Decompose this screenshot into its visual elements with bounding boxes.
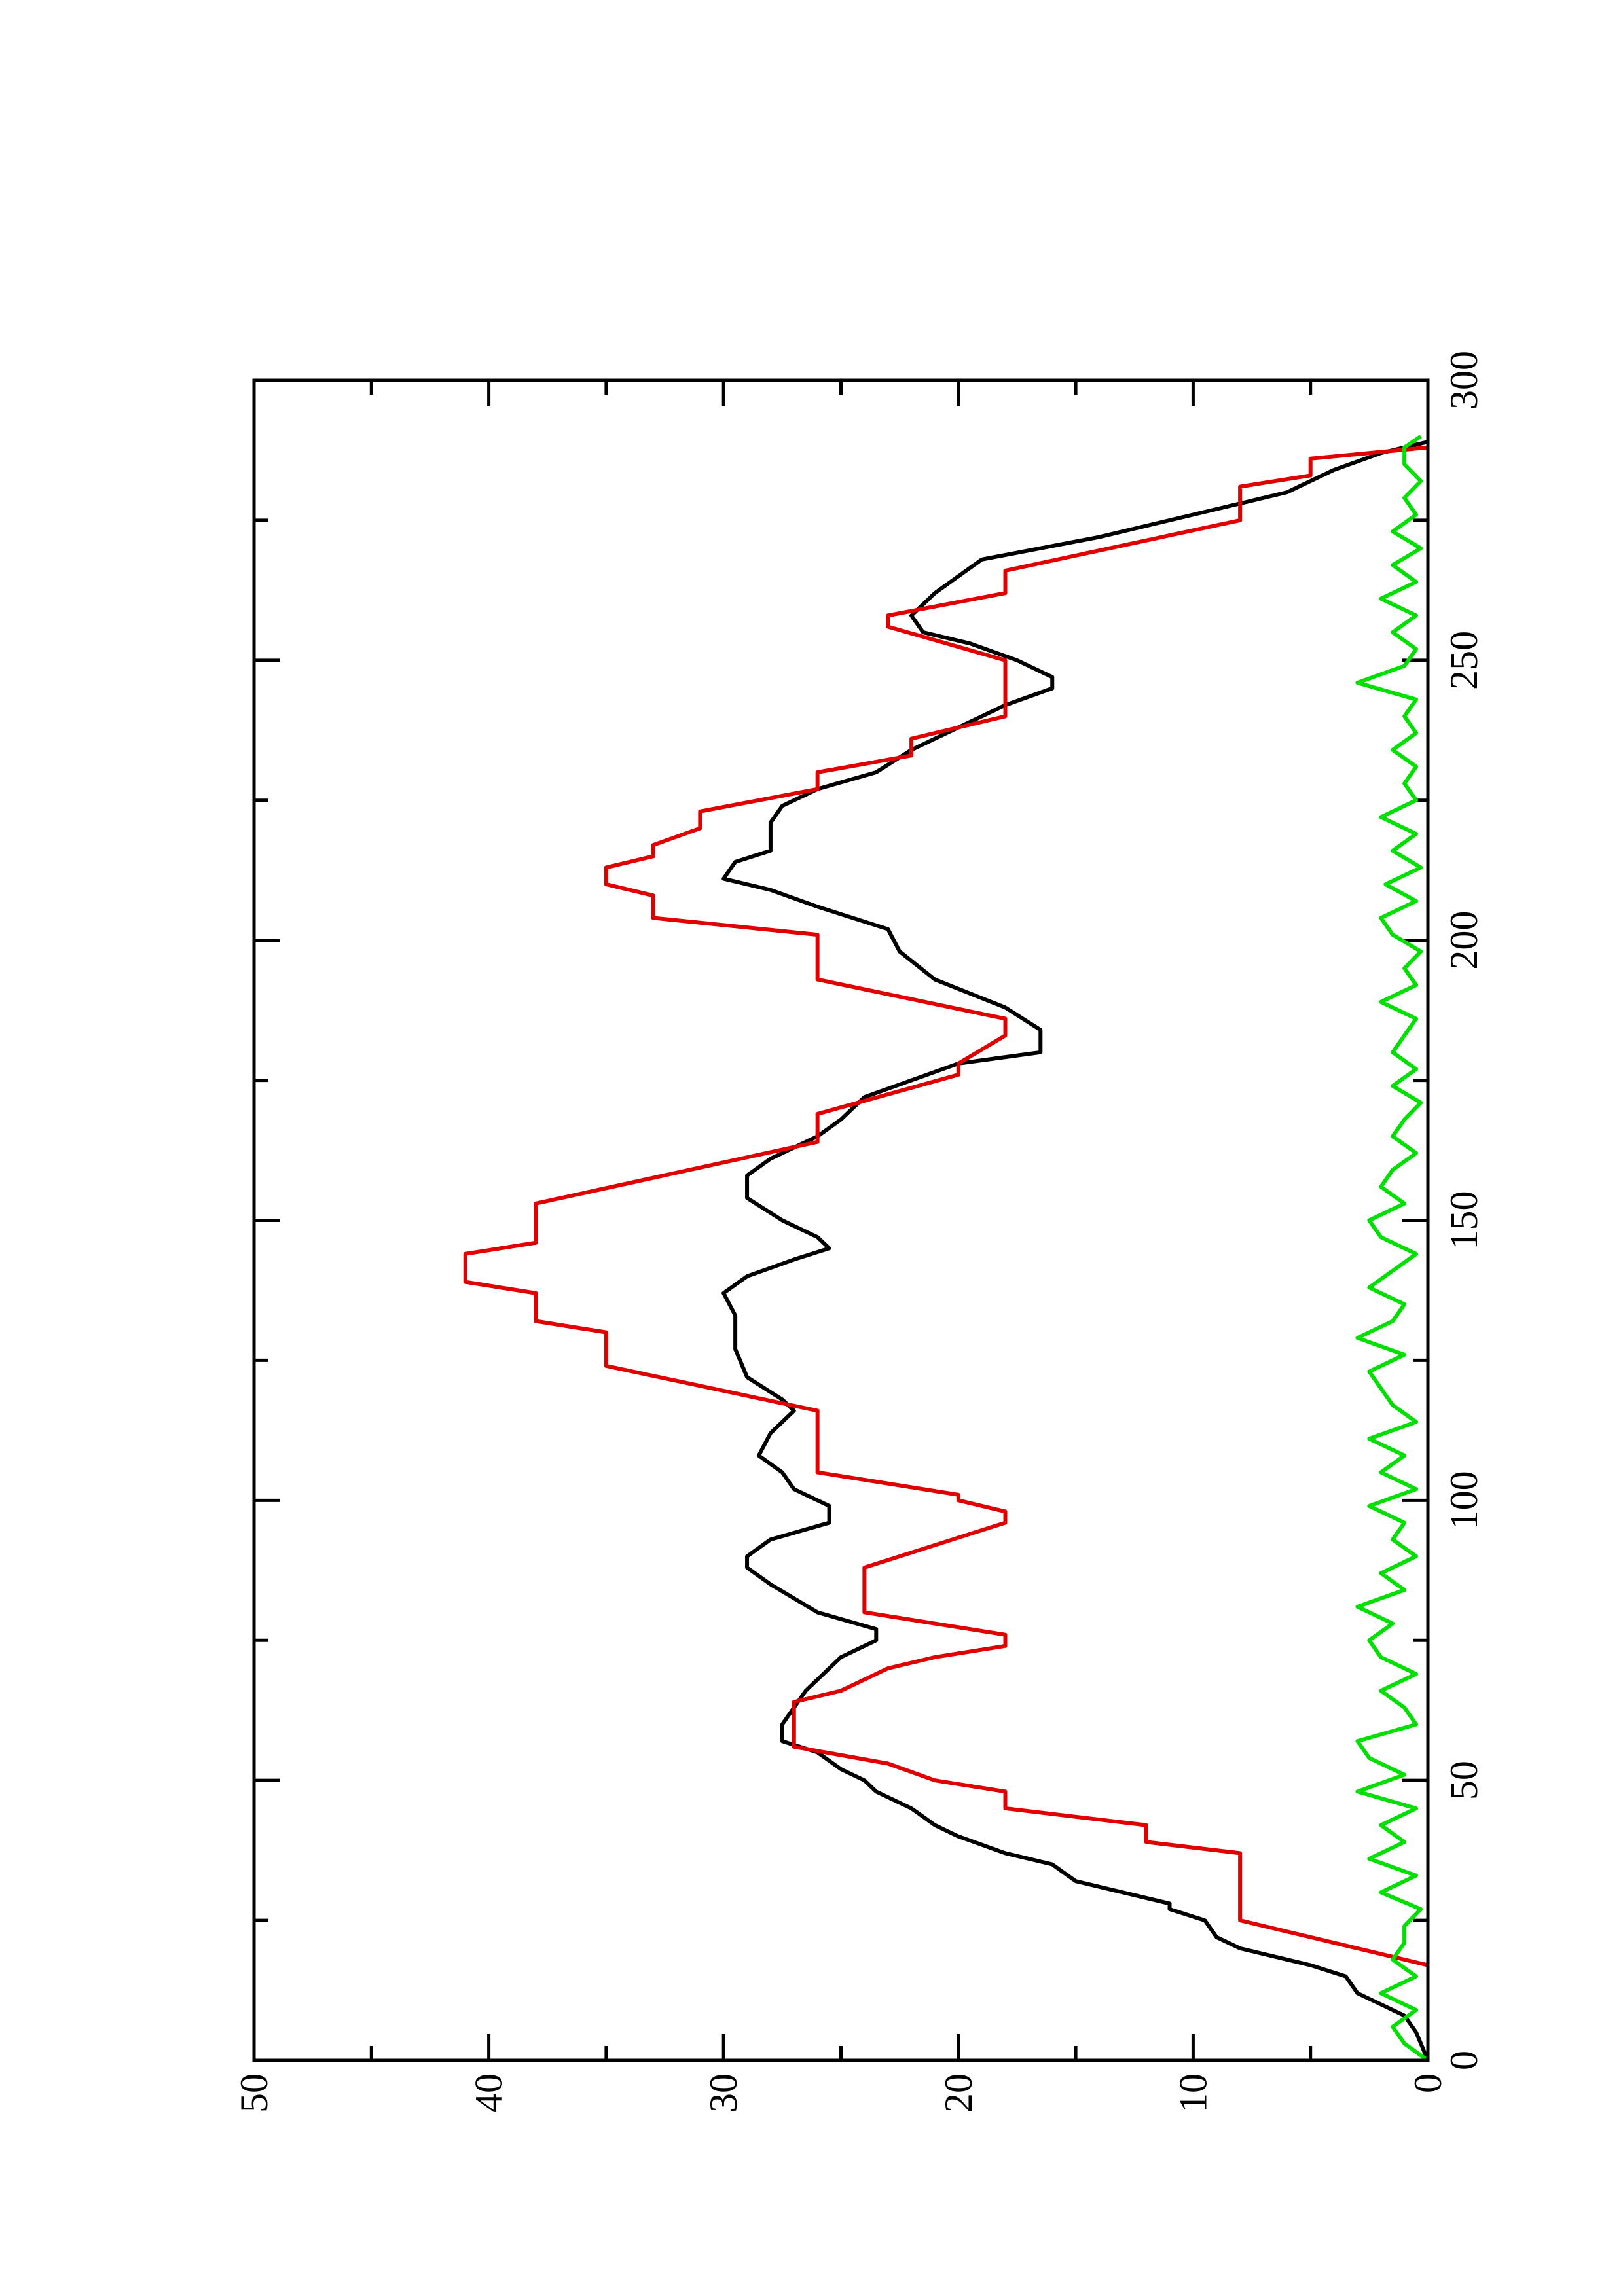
x-tick-label: 150 — [1442, 1191, 1486, 1250]
y-tick-label: 0 — [1406, 2073, 1450, 2093]
plot: 0 50 100 150 200 250 300 0 10 20 30 40 50 — [232, 351, 1486, 2113]
y-tick-label: 50 — [232, 2073, 276, 2113]
y-tick-label: 40 — [467, 2073, 511, 2113]
y-tick-label: 20 — [937, 2073, 980, 2113]
series-line — [721, 440, 1430, 2062]
y-tick-label: 30 — [702, 2073, 745, 2113]
x-tick-label: 0 — [1442, 2051, 1486, 2070]
x-tick-label: 50 — [1442, 1761, 1486, 1800]
plot-frame — [252, 378, 1430, 2062]
series-line — [463, 445, 1429, 1967]
x-tick-label: 100 — [1442, 1471, 1486, 1530]
series-line — [1355, 435, 1429, 2062]
x-tick-label: 250 — [1442, 631, 1486, 690]
x-tick-label: 300 — [1442, 351, 1486, 410]
y-tick-label: 10 — [1171, 2073, 1214, 2113]
x-tick-label: 200 — [1442, 911, 1486, 970]
